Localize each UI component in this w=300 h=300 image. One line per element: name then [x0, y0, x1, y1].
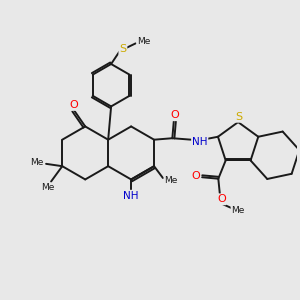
Text: NH: NH: [123, 190, 139, 201]
Text: S: S: [119, 44, 127, 54]
Text: O: O: [217, 194, 226, 204]
Text: O: O: [191, 171, 200, 181]
Text: Me: Me: [41, 184, 55, 193]
Text: S: S: [235, 112, 242, 122]
Text: Me: Me: [164, 176, 178, 185]
Text: Me: Me: [31, 158, 44, 167]
Text: O: O: [170, 110, 179, 120]
Text: Me: Me: [137, 38, 151, 46]
Text: Me: Me: [231, 206, 245, 215]
Text: O: O: [70, 100, 78, 110]
Text: NH: NH: [192, 137, 208, 147]
